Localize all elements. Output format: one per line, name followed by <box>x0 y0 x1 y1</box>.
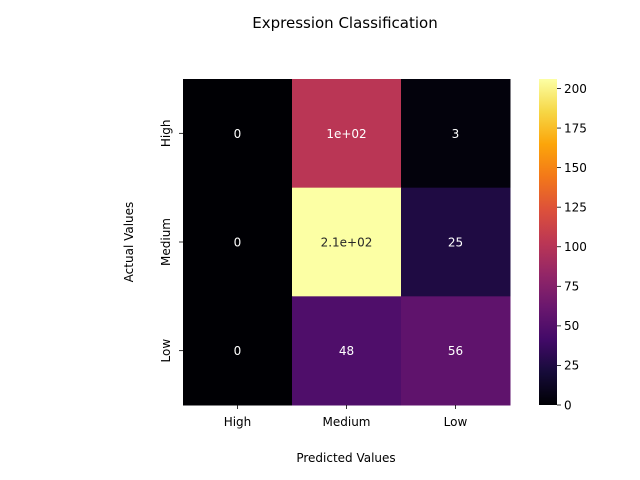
cell-label-1-0: 0 <box>234 236 242 250</box>
x-tick-label-1: Medium <box>323 415 371 429</box>
y-tick-label-1: Medium <box>159 218 173 266</box>
heatmap-cell-1-0 <box>183 187 293 297</box>
colorbar-ticks: 0 25 50 75 100 125 150 175 200 <box>557 82 587 412</box>
heatmap-cell-0-2 <box>401 79 511 189</box>
heatmap-cell-0-1 <box>292 79 402 189</box>
y-axis-ticks: High Medium Low <box>159 120 183 363</box>
heatmap-cells <box>183 79 511 406</box>
colorbar <box>539 79 557 405</box>
chart-title: Expression Classification <box>252 14 437 32</box>
y-axis-label: Actual Values <box>122 202 136 283</box>
x-tick-label-0: High <box>224 415 252 429</box>
x-axis-label: Predicted Values <box>296 451 395 465</box>
y-tick-label-2: Low <box>159 339 173 363</box>
heatmap-cell-2-2 <box>401 296 511 406</box>
cell-label-0-1: 1e+02 <box>326 127 366 141</box>
cell-label-2-2: 56 <box>448 344 463 358</box>
colorbar-tick-label-4: 100 <box>564 240 587 254</box>
colorbar-tick-label-3: 75 <box>564 280 579 294</box>
heatmap-cell-1-2 <box>401 187 511 297</box>
x-axis-ticks: High Medium Low <box>224 405 468 429</box>
x-tick-label-2: Low <box>444 415 468 429</box>
colorbar-tick-label-8: 200 <box>564 82 587 96</box>
cell-label-1-1: 2.1e+02 <box>321 236 373 250</box>
colorbar-tick-label-0: 0 <box>564 398 572 412</box>
heatmap-cell-1-1 <box>292 187 402 297</box>
cell-label-2-0: 0 <box>234 344 242 358</box>
colorbar-tick-label-7: 175 <box>564 121 587 135</box>
cell-label-0-0: 0 <box>234 127 242 141</box>
colorbar-tick-label-2: 50 <box>564 319 579 333</box>
cell-label-0-2: 3 <box>452 127 460 141</box>
heatmap-cell-2-1 <box>292 296 402 406</box>
heatmap-cell-0-0 <box>183 79 293 189</box>
heatmap-cell-labels: 0 1e+02 3 0 2.1e+02 25 0 48 56 <box>234 127 463 358</box>
heatmap-cell-2-0 <box>183 296 293 406</box>
y-tick-label-0: High <box>159 120 173 148</box>
cell-label-1-2: 25 <box>448 236 463 250</box>
colorbar-tick-label-6: 150 <box>564 161 587 175</box>
colorbar-tick-label-1: 25 <box>564 359 579 373</box>
cell-label-2-1: 48 <box>339 344 354 358</box>
colorbar-tick-label-5: 125 <box>564 200 587 214</box>
